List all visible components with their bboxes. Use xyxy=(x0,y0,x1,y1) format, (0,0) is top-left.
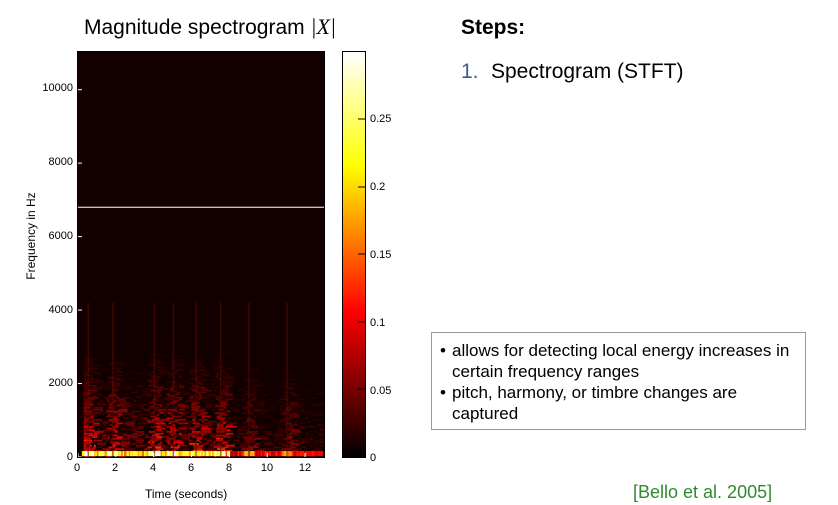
colorbar-tick-label: 0.15 xyxy=(370,249,392,261)
spectrogram-title-text: Magnitude spectrogram xyxy=(84,16,311,39)
info-bullet-text: pitch, harmony, or timbre changes are ca… xyxy=(452,383,738,423)
y-tick-label: 6000 xyxy=(48,230,73,242)
x-tick-label: 12 xyxy=(298,462,312,474)
onset-trace xyxy=(112,302,114,457)
spectrogram-plot xyxy=(77,51,325,458)
x-tick-label: 8 xyxy=(225,462,233,474)
onset-trace xyxy=(219,302,222,457)
onset-trace xyxy=(172,302,175,457)
steps-heading: Steps: xyxy=(461,16,526,39)
colorbar xyxy=(342,51,366,458)
y-axis-label: Frequency in Hz xyxy=(24,192,38,280)
colorbar-tick-label: 0.2 xyxy=(370,181,386,193)
step-item: 1. Spectrogram (STFT) xyxy=(461,60,684,84)
spectrogram-title-math: |X| xyxy=(310,14,336,39)
y-tick-label: 0 xyxy=(66,451,73,463)
step-number: 1. xyxy=(461,60,479,83)
x-tick-label: 6 xyxy=(187,462,195,474)
axis-ticks xyxy=(78,89,306,457)
info-bullet: • pitch, harmony, or timbre changes are c… xyxy=(440,382,797,424)
x-tick-label: 10 xyxy=(260,462,274,474)
y-tick-label: 10000 xyxy=(42,82,73,94)
info-bullet: • allows for detecting local energy incre… xyxy=(440,340,797,382)
onset-trace xyxy=(195,302,197,457)
step-label: Spectrogram (STFT) xyxy=(491,60,684,83)
info-bullet-list: • allows for detecting local energy incre… xyxy=(440,340,797,424)
colorbar-tick-label: 0 xyxy=(370,452,377,464)
bullet-dot-icon: • xyxy=(440,383,446,402)
x-axis-label: Time (seconds) xyxy=(145,487,228,501)
x-tick-label: 4 xyxy=(149,462,157,474)
spectrogram-canvas xyxy=(78,89,324,457)
info-bullet-text: allows for detecting local energy increa… xyxy=(452,341,790,381)
colorbar-tick-label: 0.1 xyxy=(370,317,386,329)
onset-trace xyxy=(87,302,89,457)
x-tick-label: 0 xyxy=(73,462,81,474)
onset-trace xyxy=(153,302,156,457)
spectrogram-energy-layer xyxy=(81,302,324,457)
colorbar-tick-label: 0.25 xyxy=(370,113,392,125)
y-tick-label: 8000 xyxy=(48,156,73,168)
onset-trace xyxy=(286,302,288,457)
colorbar-gradient xyxy=(343,52,365,457)
bullet-dot-icon: • xyxy=(440,341,446,360)
info-box: • allows for detecting local energy incre… xyxy=(431,332,806,430)
x-tick-label: 2 xyxy=(111,462,119,474)
y-tick-label: 4000 xyxy=(48,304,73,316)
citation: [Bello et al. 2005] xyxy=(633,482,773,502)
spectrogram-title: Magnitude spectrogram |X| xyxy=(84,14,336,40)
onset-trace xyxy=(248,302,250,457)
colorbar-tick-label: 0.05 xyxy=(370,385,392,397)
y-tick-label: 2000 xyxy=(48,377,73,389)
